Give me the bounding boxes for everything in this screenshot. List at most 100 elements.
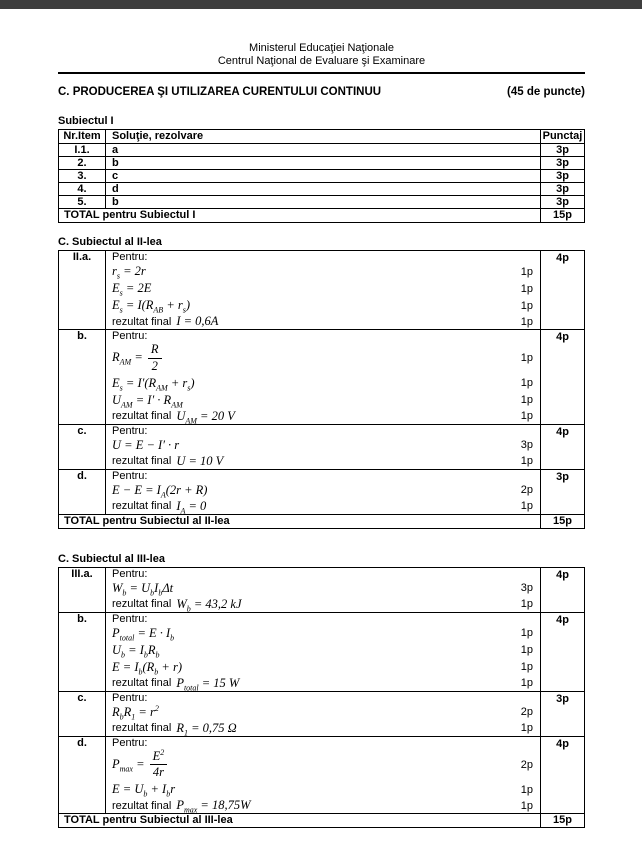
solution-cell: c <box>105 169 541 183</box>
subject3-total-points: 15p <box>540 813 585 828</box>
line-points: 2p <box>520 484 533 496</box>
line-points: 1p <box>520 282 533 295</box>
line-content: rs = 2r <box>112 264 146 280</box>
line-math: Es = I(RAB + rs) <box>112 298 191 315</box>
answer-row: 2. b 3p <box>58 156 585 170</box>
page-title: C. PRODUCEREA ŞI UTILIZAREA CURENTULUI C… <box>58 86 382 98</box>
line-prefix: Pentru: <box>112 251 148 263</box>
header-divider <box>58 72 585 74</box>
line-content: Es = I(RAB + rs) <box>112 298 191 315</box>
solution-line: RbR1 = r2 2p <box>106 704 540 721</box>
solution-line: rezultat final Pmax = 18,75W 1p <box>106 798 540 815</box>
solution-cell: Pentru: rs = 2r 1p Es = 2E 1p Es = I(RAB… <box>105 250 541 330</box>
solution-block-row: c. Pentru: U = E − I′ · r 3p rezultat fi… <box>58 423 585 470</box>
solution-cell: Pentru: Wb = UbIbΔt 3p rezultat final Wb… <box>105 566 541 613</box>
solution-lines: Pentru: rs = 2r 1p Es = 2E 1p Es = I(RAB… <box>106 251 540 329</box>
column-header-solutie: Soluţie, rezolvare <box>105 129 541 144</box>
line-points: 1p <box>520 677 533 689</box>
line-prefix: rezultat final <box>112 455 172 467</box>
solution-line: Es = I′(RAM + rs) 1p <box>106 375 540 392</box>
title-row: C. PRODUCEREA ŞI UTILIZAREA CURENTULUI C… <box>58 86 585 98</box>
solution-cell: d <box>105 182 541 196</box>
line-points: 1p <box>520 598 533 610</box>
solution-lines: Pentru: U = E − I′ · r 3p rezultat final… <box>106 425 540 469</box>
subject2-heading: C. Subiectul al II-lea <box>58 236 162 248</box>
line-content: E = Ub + Ibr <box>112 782 175 798</box>
answer-row: 4. d 3p <box>58 182 585 196</box>
line-math: Pmax = 18,75W <box>176 798 251 815</box>
line-content: Wb = UbIbΔt <box>112 580 174 597</box>
solution-lines: Pentru: Wb = UbIbΔt 3p rezultat final Wb… <box>106 568 540 613</box>
solution-cell: Pentru: RbR1 = r2 2p rezultat final R1 =… <box>105 690 541 737</box>
line-points: 1p <box>520 410 533 422</box>
line-content: U = E − I′ · r <box>112 438 179 453</box>
item-cell: I.1. <box>58 143 106 157</box>
line-points: 1p <box>520 265 533 278</box>
line-prefix: rezultat final <box>112 799 172 812</box>
item-cell: b. <box>58 329 106 425</box>
line-content: rezultat final IA = 0 <box>112 499 206 515</box>
line-content: Es = I′(RAM + rs) <box>112 376 195 392</box>
solution-line: rezultat final I = 0,6A 1p <box>106 314 540 329</box>
line-content: rezultat final Wb = 43,2 kJ <box>112 597 242 613</box>
solution-line: E = Ub + Ibr 1p <box>106 781 540 798</box>
solution-block-row: c. Pentru: RbR1 = r2 2p rezultat final R… <box>58 690 585 737</box>
solution-block-row: III.a. Pentru: Wb = UbIbΔt 3p rezultat f… <box>58 566 585 613</box>
line-content: Pentru: <box>112 613 147 625</box>
item-cell: 2. <box>58 156 106 170</box>
solution-line: Wb = UbIbΔt 3p <box>106 580 540 597</box>
solution-line: rs = 2r 1p <box>106 263 540 280</box>
solution-lines: Pentru: E − E = IA(2r + R) 2p rezultat f… <box>106 470 540 515</box>
line-prefix: rezultat final <box>112 677 172 689</box>
block-points-cell: 4p <box>540 611 585 692</box>
solution-line: Pentru: <box>106 613 540 625</box>
solution-line: E − E = IA(2r + R) 2p <box>106 482 540 499</box>
line-content: Pentru: <box>112 251 147 263</box>
line-content: Pentru: <box>112 692 147 704</box>
line-content: rezultat final I = 0,6A <box>112 314 218 329</box>
line-content: UAM = I′ · RAM <box>112 392 183 409</box>
line-math: Ptotal = 15 W <box>176 675 240 692</box>
block-points-cell: 3p <box>540 468 585 515</box>
subject2-total-row: TOTAL pentru Subiectul al II-lea 15p <box>58 513 585 529</box>
line-points: 1p <box>520 394 533 406</box>
line-prefix: rezultat final <box>112 722 172 734</box>
column-header-punctaj: Punctaj <box>540 129 585 144</box>
solution-cell: a <box>105 143 541 157</box>
solution-line: Pmax = E2 4r 2p <box>106 748 540 782</box>
solution-line: Pentru: <box>106 251 540 263</box>
line-content: rezultat final Ptotal = 15 W <box>112 675 240 692</box>
item-cell: c. <box>58 690 106 737</box>
solution-line: rezultat final Ptotal = 15 W 1p <box>106 675 540 692</box>
block-points-cell: 4p <box>540 566 585 613</box>
line-math: UAM = I′ · RAM <box>112 392 183 409</box>
line-math: Ub = IbRb <box>112 642 160 659</box>
line-content: Pentru: <box>112 425 147 437</box>
line-content: E = Ib(Rb + r) <box>112 660 182 676</box>
line-content: Es = 2E <box>112 281 151 297</box>
document-page: Ministerul Educaţiei Naţionale Centrul N… <box>58 42 585 828</box>
line-points: 1p <box>520 315 533 328</box>
line-math: Wb = UbIbΔt <box>112 580 174 597</box>
line-math: U = 10 V <box>176 453 224 468</box>
line-math: R1 = 0,75 Ω <box>176 720 237 737</box>
solution-block-row: d. Pentru: Pmax = E2 4r 2p E = Ub + Ibr 1… <box>58 735 585 815</box>
points-cell: 3p <box>540 169 585 183</box>
line-content: RbR1 = r2 <box>112 704 159 721</box>
line-points: 1p <box>520 799 533 812</box>
line-points: 1p <box>520 500 533 512</box>
line-points: 1p <box>520 722 533 734</box>
points-cell: 3p <box>540 195 585 209</box>
line-prefix: rezultat final <box>112 598 172 610</box>
solution-line: E = Ib(Rb + r) 1p <box>106 659 540 676</box>
subject3-table: III.a. Pentru: Wb = UbIbΔt 3p rezultat f… <box>58 566 585 828</box>
column-header-nritem: Nr.Item <box>58 129 106 144</box>
subject1-header-row: Nr.Item Soluţie, rezolvare Punctaj <box>58 129 585 144</box>
line-content: rezultat final UAM = 20 V <box>112 409 235 425</box>
item-cell: c. <box>58 423 106 470</box>
line-content: rezultat final U = 10 V <box>112 454 223 469</box>
